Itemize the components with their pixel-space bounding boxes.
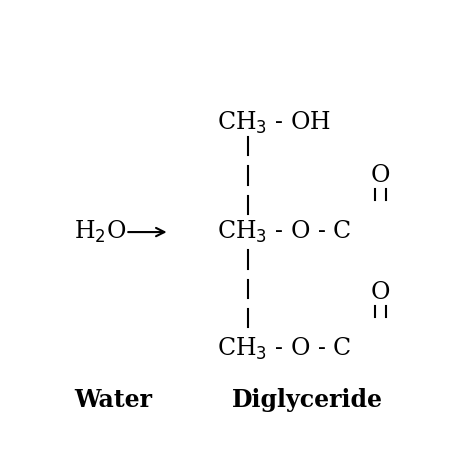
- Text: CH$_3$ - O - C: CH$_3$ - O - C: [217, 219, 351, 245]
- Text: O: O: [371, 281, 391, 304]
- Text: CH$_3$ - OH: CH$_3$ - OH: [217, 109, 331, 136]
- Text: Diglyceride: Diglyceride: [232, 388, 383, 412]
- Text: Water: Water: [74, 388, 152, 412]
- Text: H$_2$O: H$_2$O: [74, 219, 126, 245]
- Text: O: O: [371, 164, 391, 187]
- Text: CH$_3$ - O - C: CH$_3$ - O - C: [217, 336, 351, 362]
